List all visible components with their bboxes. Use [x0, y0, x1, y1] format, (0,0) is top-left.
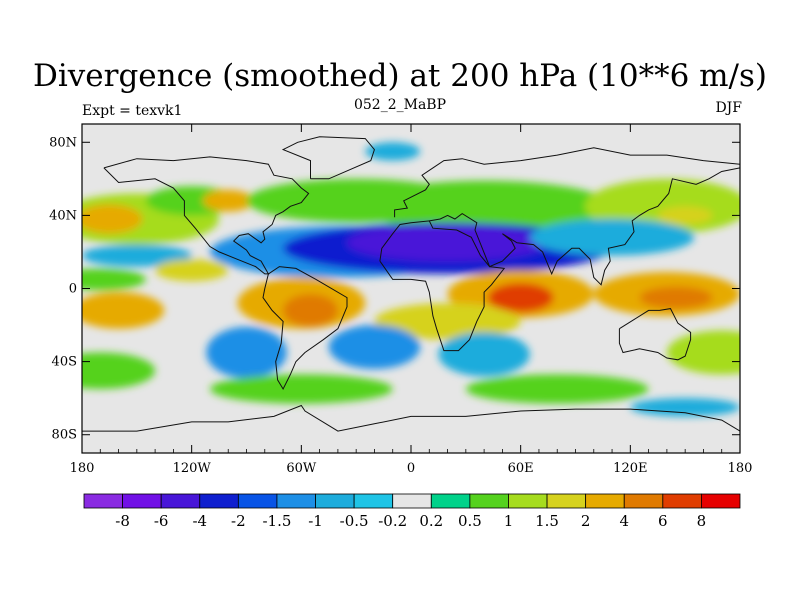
- colorbar-label: -0.2: [378, 512, 407, 530]
- field-region: [465, 374, 649, 404]
- coastline: [379, 220, 506, 352]
- colorbar-label: 1: [504, 512, 514, 530]
- colorbar-label: 0.5: [458, 512, 482, 530]
- colorbar-swatch: [623, 493, 664, 509]
- coastline: [262, 266, 348, 391]
- colorbar-label: -2: [231, 512, 246, 530]
- field-region: [347, 224, 549, 262]
- colorbar-label: -4: [192, 512, 207, 530]
- experiment-label: Expt = texvk1: [82, 103, 183, 119]
- colorbar-label: 8: [697, 512, 707, 530]
- field-region: [82, 244, 192, 267]
- colorbar-label: -6: [154, 512, 169, 530]
- colorbar-swatch: [662, 493, 702, 509]
- field-region: [666, 330, 740, 375]
- colorbar-swatch: [83, 493, 123, 509]
- season-label: DJF: [715, 100, 742, 116]
- coastline: [394, 147, 740, 218]
- colorbar-label: 0.2: [419, 512, 443, 530]
- axis-ticks: 180 120W 60W 0 60E 120E 180 80N 40N 0 40S 80S: [49, 124, 752, 476]
- x-tick-label: 180: [728, 461, 753, 476]
- colorbar-swatch: [237, 493, 278, 509]
- field-region: [529, 219, 695, 256]
- coastline: [618, 308, 692, 361]
- x-tick-label: 60W: [286, 461, 317, 476]
- field-region: [365, 142, 421, 161]
- field-region: [82, 204, 143, 234]
- colorbar-swatch: [276, 493, 316, 509]
- y-tick-label: 80S: [52, 428, 77, 443]
- coastline: [429, 167, 740, 286]
- colorbar-label: 4: [619, 512, 629, 530]
- colorbar-swatch: [392, 493, 432, 509]
- field-region: [209, 374, 393, 404]
- colorbar-label: -0.5: [340, 512, 369, 530]
- colorbar-swatch: [199, 493, 239, 509]
- y-tick-label: 80N: [49, 135, 77, 150]
- x-tick-label: 120W: [173, 461, 212, 476]
- colorbar-label: -1: [308, 512, 323, 530]
- colorbar-swatch: [160, 493, 201, 509]
- field-region: [82, 268, 146, 291]
- field-region: [356, 180, 613, 232]
- colorbar-swatch: [508, 493, 548, 509]
- coastline: [82, 404, 740, 432]
- colorbar-label: -1.5: [262, 512, 291, 530]
- colorbar-label: 1.5: [535, 512, 559, 530]
- colorbar-label: 6: [658, 512, 668, 530]
- field-region: [206, 326, 287, 379]
- coastline: [103, 156, 310, 275]
- colorbar-swatch: [701, 493, 741, 509]
- colorbar-swatch: [546, 493, 587, 509]
- field-region: [283, 293, 338, 327]
- field-region: [374, 303, 521, 340]
- field-region: [82, 352, 156, 390]
- field-region: [438, 332, 530, 377]
- colorbar-label: 2: [581, 512, 591, 530]
- colorbar-swatch: [353, 493, 394, 509]
- plot-title: Divergence (smoothed) at 200 hPa (10**6 …: [33, 58, 767, 94]
- colorbar-swatch: [315, 493, 355, 509]
- colorbar-swatch: [585, 493, 625, 509]
- x-tick-label: 180: [70, 461, 95, 476]
- field-region: [82, 292, 165, 329]
- colorbar-swatch: [430, 493, 471, 509]
- field-region: [328, 325, 421, 369]
- field-region: [657, 206, 713, 225]
- coastline: [281, 136, 375, 180]
- colorbar-swatch: [469, 493, 509, 509]
- y-tick-label: 40S: [52, 355, 77, 370]
- field-region: [202, 189, 254, 212]
- x-tick-label: 60E: [508, 461, 534, 476]
- run-id-label: 052_2_MaBP: [353, 97, 447, 113]
- colorbar-swatch: [122, 493, 162, 509]
- x-tick-label: 0: [407, 461, 415, 476]
- colorbar: -8 -6 -4 -2 -1.5 -1 -0.5 -0.2 0.2 0.5 1 1.5 2 4 6 8: [83, 493, 741, 530]
- field-region: [155, 259, 229, 282]
- field-region: [487, 283, 554, 313]
- field-region: [630, 398, 740, 417]
- y-tick-label: 0: [69, 282, 77, 297]
- divergence-field: [82, 124, 740, 453]
- coastlines: [82, 136, 740, 432]
- x-tick-label: 120E: [613, 461, 647, 476]
- colorbar-label: -8: [115, 512, 130, 530]
- field-region: [639, 286, 713, 309]
- y-tick-label: 40N: [49, 208, 77, 223]
